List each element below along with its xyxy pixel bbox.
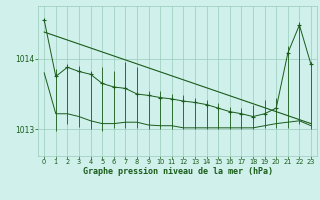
X-axis label: Graphe pression niveau de la mer (hPa): Graphe pression niveau de la mer (hPa) xyxy=(83,167,273,176)
